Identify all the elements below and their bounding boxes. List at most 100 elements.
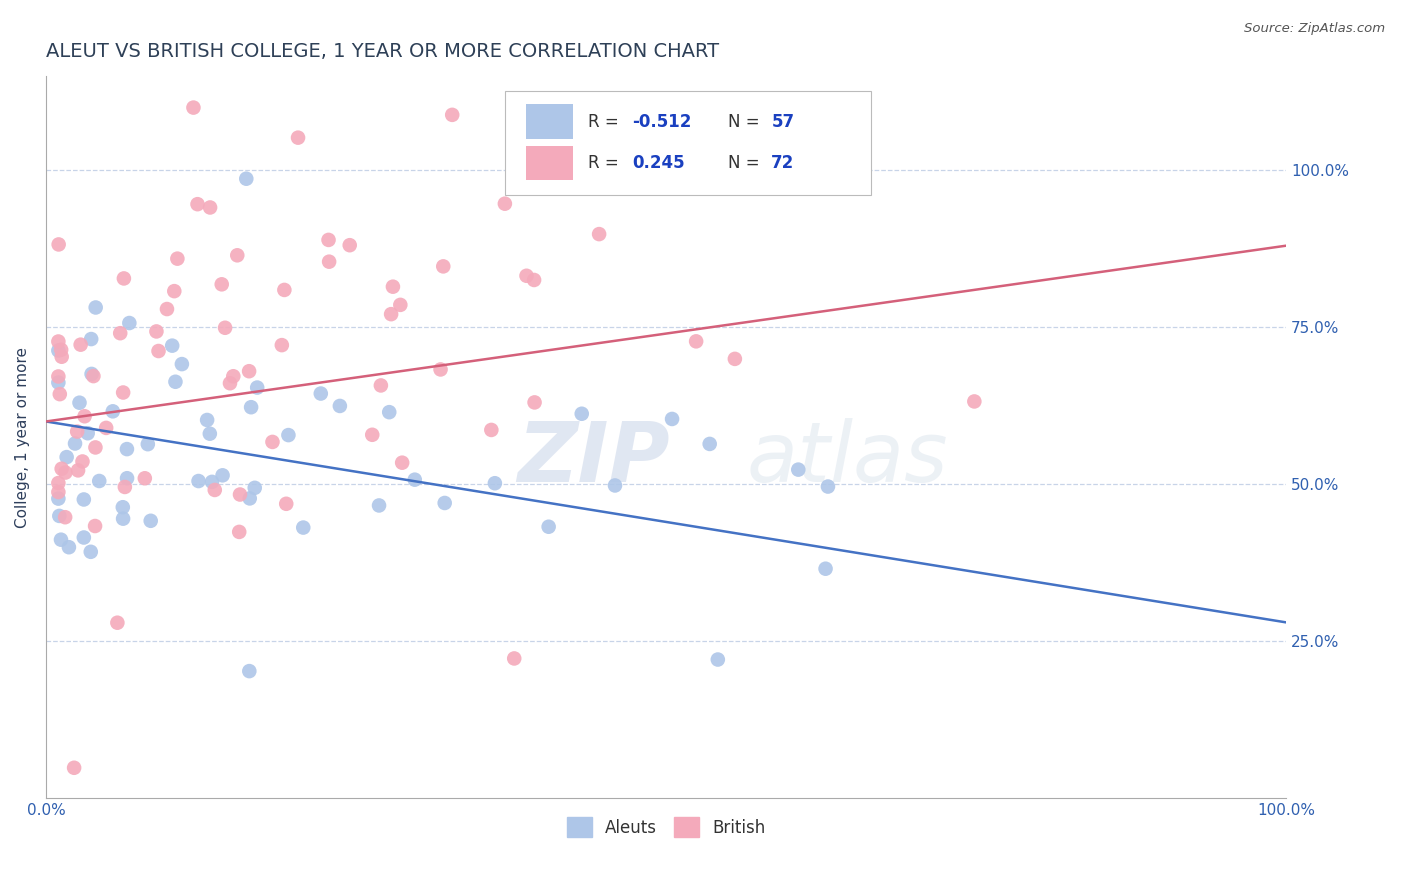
Point — [84, 301, 107, 315]
Point — [80, 545, 103, 559]
Point — [494, 196, 516, 211]
Point — [270, 338, 292, 352]
Point — [55, 450, 77, 464]
Legend: Aleuts, British: Aleuts, British — [560, 810, 772, 844]
Point — [134, 471, 156, 485]
Point — [537, 520, 560, 534]
Point — [380, 307, 402, 321]
Point — [53, 510, 76, 524]
Point — [187, 474, 209, 488]
Point — [48, 237, 70, 252]
Point — [198, 201, 221, 215]
Point — [73, 409, 96, 424]
Point — [111, 500, 134, 515]
Point — [219, 376, 242, 391]
Point — [51, 350, 73, 364]
Text: R =: R = — [588, 153, 624, 172]
Point — [724, 351, 747, 366]
Point — [292, 520, 315, 534]
Point — [814, 562, 837, 576]
Point — [276, 497, 298, 511]
Point — [67, 463, 90, 477]
Point — [963, 394, 986, 409]
Point — [195, 413, 218, 427]
Point — [238, 664, 260, 678]
Point — [89, 474, 111, 488]
Point — [287, 130, 309, 145]
Point — [48, 476, 70, 491]
Point — [72, 454, 94, 468]
Point — [817, 479, 839, 493]
Point — [110, 326, 132, 341]
Point — [63, 761, 86, 775]
Point — [273, 283, 295, 297]
Point — [228, 524, 250, 539]
Point — [685, 334, 707, 349]
Point — [441, 108, 464, 122]
Point — [222, 369, 245, 384]
Point — [49, 343, 72, 357]
Point — [229, 487, 252, 501]
Point — [115, 442, 138, 456]
Point — [165, 375, 187, 389]
Point — [201, 475, 224, 489]
Point — [148, 344, 170, 359]
Point — [186, 197, 208, 211]
Point — [211, 468, 233, 483]
Point — [156, 301, 179, 316]
Point — [243, 481, 266, 495]
Point — [63, 436, 86, 450]
Point — [136, 437, 159, 451]
Point — [378, 405, 401, 419]
Point — [48, 508, 70, 523]
Point — [699, 437, 721, 451]
Point — [214, 320, 236, 334]
Text: N =: N = — [728, 153, 765, 172]
Point — [277, 428, 299, 442]
Point — [170, 357, 193, 371]
Point — [163, 284, 186, 298]
Text: ZIP: ZIP — [517, 418, 669, 500]
Text: Source: ZipAtlas.com: Source: ZipAtlas.com — [1244, 22, 1385, 36]
Point — [115, 471, 138, 485]
Point — [479, 423, 502, 437]
Point — [69, 337, 91, 351]
Point — [112, 271, 135, 285]
Point — [96, 421, 118, 435]
Point — [404, 473, 426, 487]
Point — [515, 268, 537, 283]
Point — [48, 369, 70, 384]
Point — [432, 260, 454, 274]
Point — [661, 412, 683, 426]
Text: atlas: atlas — [747, 418, 948, 500]
Point — [571, 407, 593, 421]
Point — [262, 434, 284, 449]
Point — [389, 298, 412, 312]
Text: 72: 72 — [772, 153, 794, 172]
Point — [370, 378, 392, 392]
Text: ALEUT VS BRITISH COLLEGE, 1 YEAR OR MORE CORRELATION CHART: ALEUT VS BRITISH COLLEGE, 1 YEAR OR MORE… — [46, 42, 718, 61]
Point — [318, 233, 340, 247]
Point — [139, 514, 162, 528]
Point — [66, 425, 89, 439]
Point — [51, 462, 73, 476]
Point — [758, 101, 780, 115]
Point — [118, 316, 141, 330]
Point — [381, 279, 404, 293]
Point — [391, 456, 413, 470]
Point — [523, 395, 546, 409]
Point — [80, 367, 103, 381]
Point — [49, 387, 72, 401]
FancyBboxPatch shape — [526, 145, 574, 180]
Point — [80, 332, 103, 346]
Point — [503, 651, 526, 665]
Point — [114, 480, 136, 494]
Point — [198, 426, 221, 441]
Point — [361, 427, 384, 442]
Point — [329, 399, 352, 413]
Y-axis label: College, 1 year or more: College, 1 year or more — [15, 347, 30, 528]
Point — [239, 491, 262, 506]
FancyBboxPatch shape — [505, 91, 870, 195]
Point — [73, 531, 96, 545]
Point — [204, 483, 226, 497]
